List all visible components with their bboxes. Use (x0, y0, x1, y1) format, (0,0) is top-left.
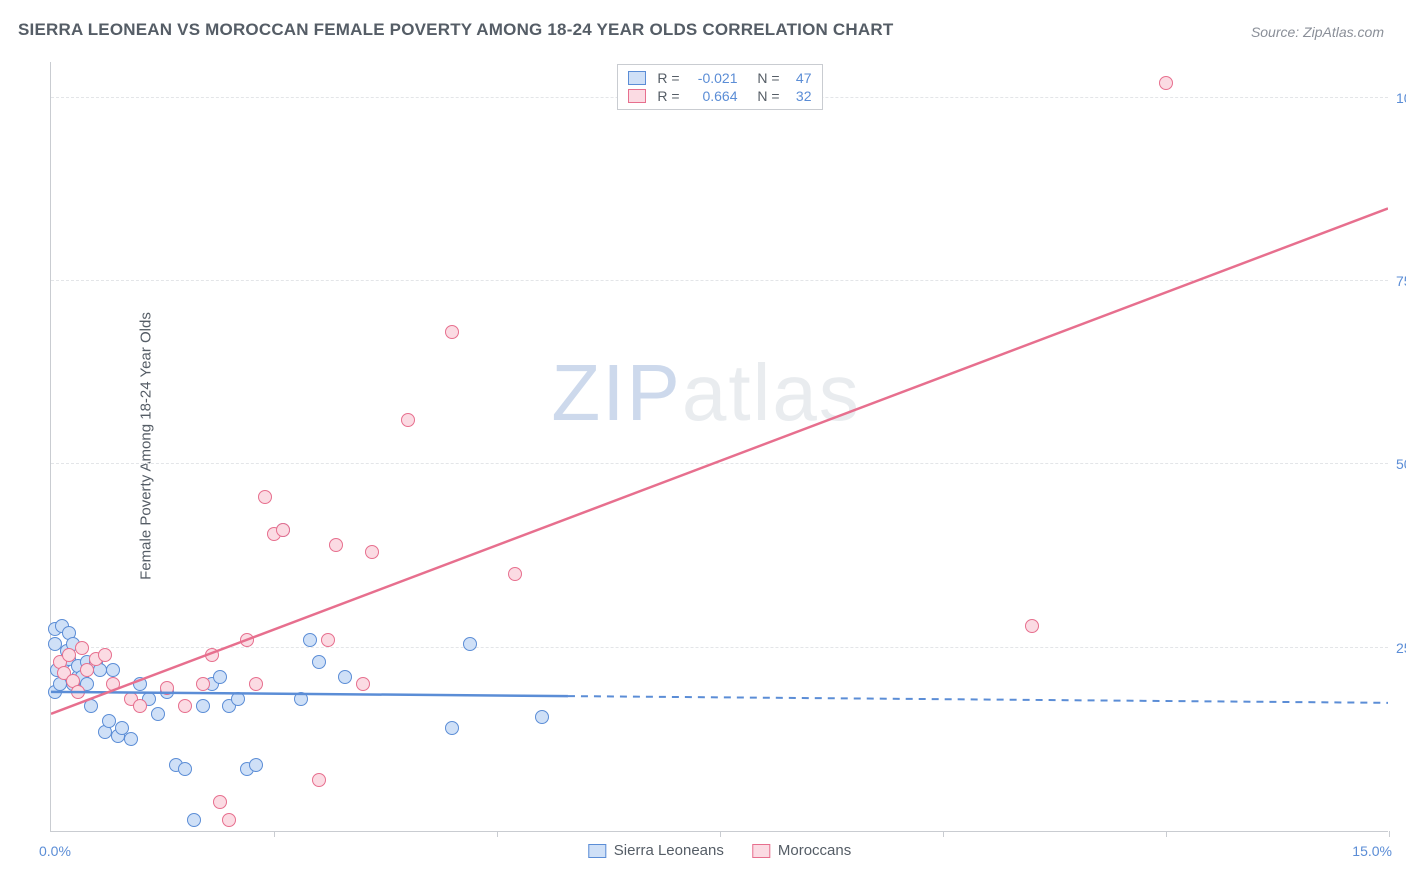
scatter-point (178, 762, 192, 776)
scatter-point (401, 413, 415, 427)
scatter-point (178, 699, 192, 713)
scatter-point (312, 655, 326, 669)
scatter-point (102, 714, 116, 728)
scatter-point (205, 648, 219, 662)
scatter-point (329, 538, 343, 552)
x-tick (1389, 831, 1390, 837)
scatter-point (249, 758, 263, 772)
legend-swatch-1 (752, 844, 770, 858)
scatter-point (321, 633, 335, 647)
scatter-point (196, 677, 210, 691)
watermark-zip: ZIP (551, 348, 681, 437)
x-tick (943, 831, 944, 837)
x-tick (720, 831, 721, 837)
legend-swatch-0 (588, 844, 606, 858)
gridline-h (51, 463, 1388, 464)
n-value-0: 47 (788, 70, 812, 86)
scatter-point (1159, 76, 1173, 90)
watermark: ZIPatlas (551, 347, 860, 439)
legend-item-1: Moroccans (752, 842, 851, 859)
scatter-point (222, 813, 236, 827)
scatter-point (445, 721, 459, 735)
scatter-point (276, 523, 290, 537)
y-tick-label: 50.0% (1396, 456, 1406, 472)
scatter-point (98, 648, 112, 662)
scatter-point (294, 692, 308, 706)
scatter-point (151, 707, 165, 721)
r-label: R = (654, 88, 680, 104)
scatter-point (62, 648, 76, 662)
scatter-point (365, 545, 379, 559)
x-tick (1166, 831, 1167, 837)
scatter-point (71, 685, 85, 699)
scatter-point (231, 692, 245, 706)
scatter-point (196, 699, 210, 713)
scatter-point (312, 773, 326, 787)
trend-line-dashed (568, 696, 1388, 703)
plot-area: ZIPatlas R = -0.021 N = 47 R = 0.664 N =… (50, 62, 1388, 832)
scatter-point (106, 663, 120, 677)
scatter-point (133, 677, 147, 691)
scatter-point (338, 670, 352, 684)
scatter-point (445, 325, 459, 339)
chart-title: SIERRA LEONEAN VS MOROCCAN FEMALE POVERT… (18, 20, 893, 40)
x-tick (497, 831, 498, 837)
legend-item-0: Sierra Leoneans (588, 842, 724, 859)
trend-lines (51, 62, 1388, 831)
y-tick-label: 75.0% (1396, 273, 1406, 289)
legend-series: Sierra Leoneans Moroccans (588, 842, 851, 859)
x-axis-label-min: 0.0% (39, 843, 71, 859)
scatter-point (106, 677, 120, 691)
n-value-1: 32 (788, 88, 812, 104)
scatter-point (258, 490, 272, 504)
scatter-point (187, 813, 201, 827)
y-tick-label: 25.0% (1396, 640, 1406, 656)
scatter-point (508, 567, 522, 581)
scatter-point (463, 637, 477, 651)
n-label: N = (750, 70, 780, 86)
legend-swatch-series-0 (628, 71, 646, 85)
watermark-atlas: atlas (682, 348, 861, 437)
scatter-point (124, 732, 138, 746)
scatter-point (133, 699, 147, 713)
scatter-point (84, 699, 98, 713)
source-attribution: Source: ZipAtlas.com (1251, 24, 1384, 40)
scatter-point (303, 633, 317, 647)
legend-stats-row-0: R = -0.021 N = 47 (628, 69, 812, 87)
legend-stats-row-1: R = 0.664 N = 32 (628, 87, 812, 105)
gridline-h (51, 647, 1388, 648)
gridline-h (51, 280, 1388, 281)
legend-label-0: Sierra Leoneans (614, 842, 724, 859)
scatter-point (213, 670, 227, 684)
r-value-0: -0.021 (688, 70, 738, 86)
scatter-point (1025, 619, 1039, 633)
x-axis-label-max: 15.0% (1352, 843, 1392, 859)
scatter-point (535, 710, 549, 724)
scatter-point (75, 641, 89, 655)
scatter-point (240, 633, 254, 647)
scatter-point (356, 677, 370, 691)
n-label: N = (750, 88, 780, 104)
r-label: R = (654, 70, 680, 86)
r-value-1: 0.664 (688, 88, 738, 104)
scatter-point (249, 677, 263, 691)
x-tick (274, 831, 275, 837)
scatter-point (213, 795, 227, 809)
scatter-point (160, 681, 174, 695)
y-tick-label: 100.0% (1396, 90, 1406, 106)
legend-stats: R = -0.021 N = 47 R = 0.664 N = 32 (617, 64, 823, 110)
legend-swatch-series-1 (628, 89, 646, 103)
legend-label-1: Moroccans (778, 842, 851, 859)
chart-container: SIERRA LEONEAN VS MOROCCAN FEMALE POVERT… (0, 0, 1406, 892)
